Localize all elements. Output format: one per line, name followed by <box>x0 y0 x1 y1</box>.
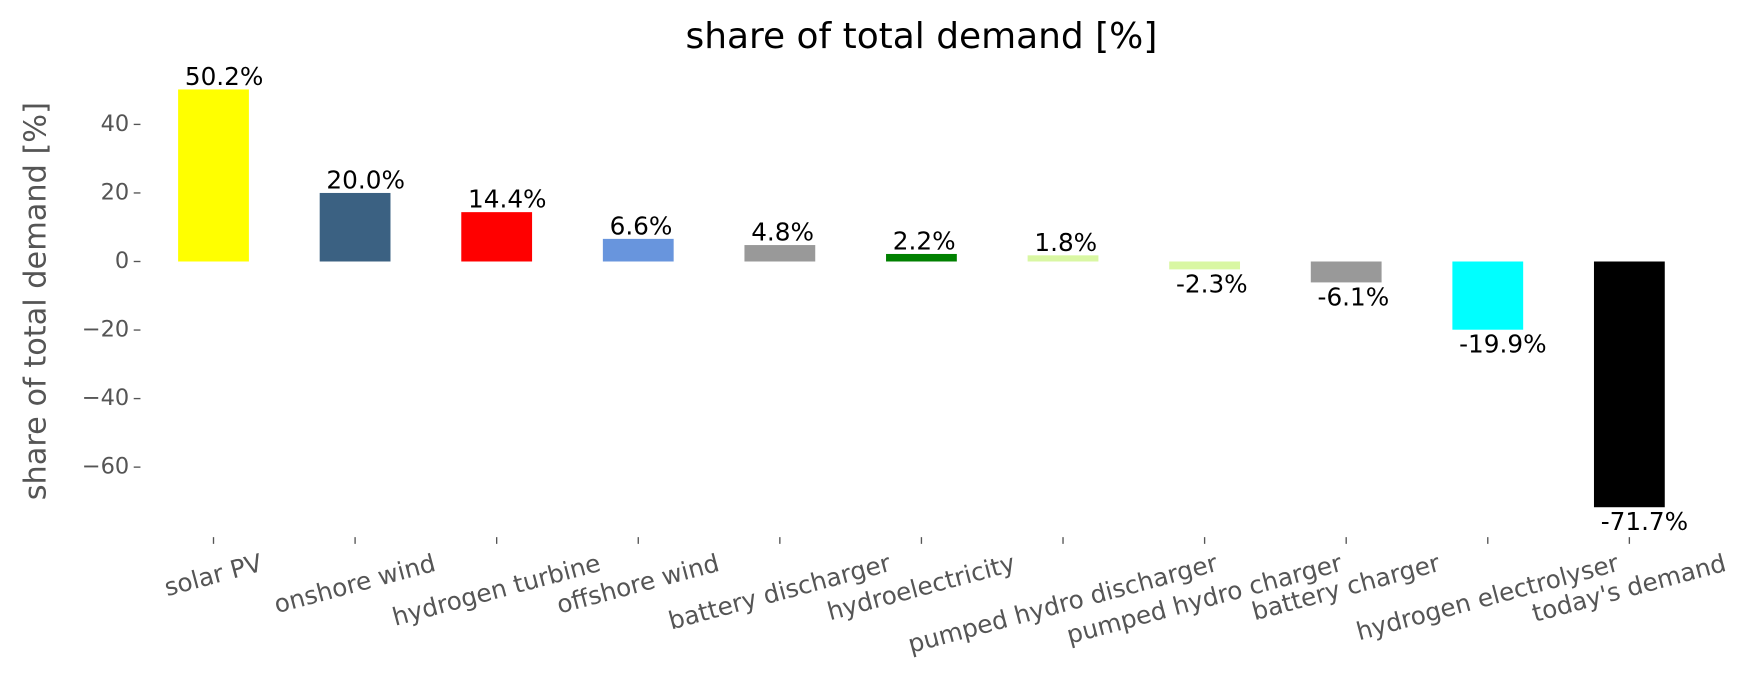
bar <box>1452 261 1524 330</box>
data-label: 6.6% <box>610 211 673 240</box>
plot: share of total demand [%] share of total… <box>19 16 1729 659</box>
bar <box>1593 261 1665 508</box>
data-label: 1.8% <box>1034 228 1097 257</box>
bar <box>744 245 816 262</box>
data-label: 2.2% <box>893 226 956 255</box>
y-tick-label: 40 <box>101 111 130 137</box>
bar <box>886 253 957 262</box>
data-label: 4.8% <box>751 218 814 247</box>
bar <box>178 89 249 262</box>
bar <box>1169 261 1241 270</box>
data-label: 14.4% <box>468 185 547 214</box>
data-label: -71.7% <box>1601 507 1688 536</box>
bar <box>319 192 391 262</box>
y-tick-label: −20 <box>82 317 129 343</box>
chart-title: share of total demand [%] <box>686 16 1158 57</box>
data-label: -19.9% <box>1459 330 1546 359</box>
x-tick-label: solar PV <box>161 548 265 602</box>
data-label: 20.0% <box>326 165 405 194</box>
y-axis-title: share of total demand [%] <box>19 102 54 500</box>
y-tick-label: 20 <box>101 179 130 205</box>
data-label: 50.2% <box>185 62 264 91</box>
bar <box>461 212 533 262</box>
bar <box>1310 261 1382 283</box>
bar <box>1027 255 1099 262</box>
data-label: -6.1% <box>1318 282 1390 311</box>
y-tick-label: −40 <box>82 385 129 411</box>
y-tick-label: −60 <box>82 454 129 480</box>
bar <box>602 238 674 262</box>
data-label: -2.3% <box>1176 269 1248 298</box>
y-tick-label: 0 <box>115 248 129 274</box>
